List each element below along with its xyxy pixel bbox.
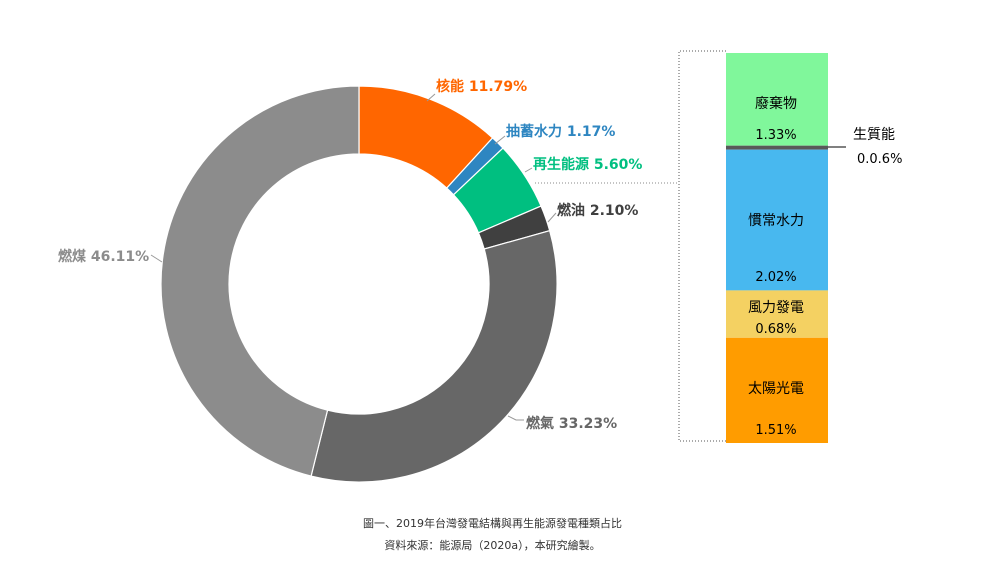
bar-label-solar: 太陽光電 xyxy=(748,381,804,397)
segment-waste xyxy=(726,53,828,146)
leader-line-oil xyxy=(547,212,557,223)
bar-label-wind: 風力發電 xyxy=(748,300,804,316)
bar-value-biomass: 0.0.6% xyxy=(857,152,902,167)
bar-value-solar: 1.51% xyxy=(755,423,796,438)
leader-line-nuclear xyxy=(426,93,436,102)
bar-label-waste: 廢棄物 xyxy=(755,95,797,112)
bracket xyxy=(678,50,726,442)
slice-gas xyxy=(310,229,558,483)
segment-solar xyxy=(726,337,828,443)
leader-line-coal xyxy=(150,254,163,263)
label-nuclear: 核能 11.79% xyxy=(436,78,527,95)
leader-line-pumped-hydro xyxy=(494,135,506,145)
slice-coal xyxy=(160,85,360,477)
label-oil: 燃油 2.10% xyxy=(557,202,638,219)
segment-biomass xyxy=(726,145,828,150)
leader-line-renewable xyxy=(524,167,533,173)
leader-line-gas xyxy=(507,415,524,421)
label-gas: 燃氣 33.23% xyxy=(526,415,617,432)
bar-value-hydro: 2.02% xyxy=(755,270,796,285)
bar-label-biomass: 生質能 xyxy=(853,127,895,143)
bar-value-wind: 0.68% xyxy=(755,322,796,337)
label-renewable: 再生能源 5.60% xyxy=(533,156,642,173)
figure-caption: 圖一、2019年台灣發電結構與再生能源發電種類占比 xyxy=(363,517,622,530)
donut-chart xyxy=(160,85,558,483)
segment-hydro xyxy=(726,149,828,291)
label-coal: 燃煤 46.11% xyxy=(58,248,149,265)
bar-label-hydro: 慣常水力 xyxy=(748,212,804,229)
source-note: 資料來源：能源局（2020a），本研究繪製。 xyxy=(384,539,601,552)
stacked-bar xyxy=(726,53,828,443)
bar-value-waste: 1.33% xyxy=(755,128,796,143)
label-pumped-hydro: 抽蓄水力 1.17% xyxy=(506,123,615,140)
segment-wind xyxy=(726,290,828,338)
